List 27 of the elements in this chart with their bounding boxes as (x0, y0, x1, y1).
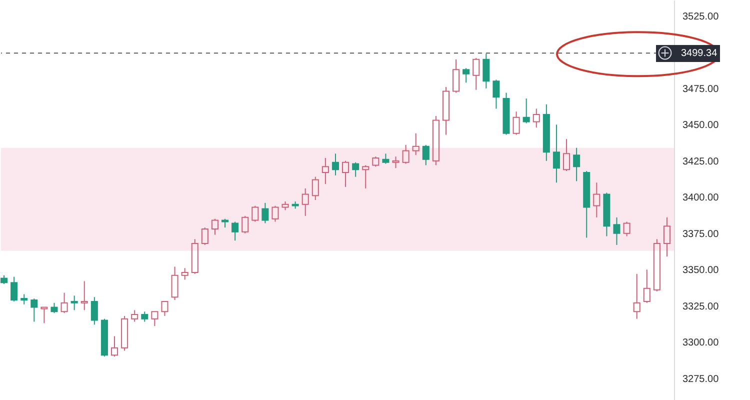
candlestick (633, 273, 640, 320)
candlestick (332, 153, 340, 176)
candlestick (482, 53, 490, 89)
y-tick-label: 3375.00 (682, 228, 720, 240)
y-tick-label: 3425.00 (682, 156, 720, 168)
candlestick (593, 182, 600, 218)
y-tick-label: 3300.00 (682, 338, 720, 349)
candlestick (542, 104, 550, 162)
y-tick-label: 3450.00 (682, 120, 720, 132)
y-tick-label: 3350.00 (682, 265, 720, 276)
candlestick (532, 108, 540, 128)
y-tick-label: 3275.00 (682, 374, 720, 385)
candlestick (70, 295, 78, 311)
ref-line-label: 3499.34 (681, 46, 718, 61)
candlestick (412, 132, 420, 156)
candlestick (613, 216, 620, 246)
candlestick (80, 280, 88, 311)
candlestick (663, 216, 670, 258)
candlestick (573, 147, 580, 182)
candlestick (442, 86, 450, 136)
candlestick (552, 124, 560, 184)
y-tick-label: 3325.00 (682, 301, 720, 312)
y-tick-label: 3475.00 (682, 84, 720, 95)
candlestick (322, 157, 329, 185)
y-tick-label: 3525.00 (682, 11, 720, 22)
candlestick (20, 294, 28, 305)
y-tick-label: 3400.00 (682, 192, 720, 204)
